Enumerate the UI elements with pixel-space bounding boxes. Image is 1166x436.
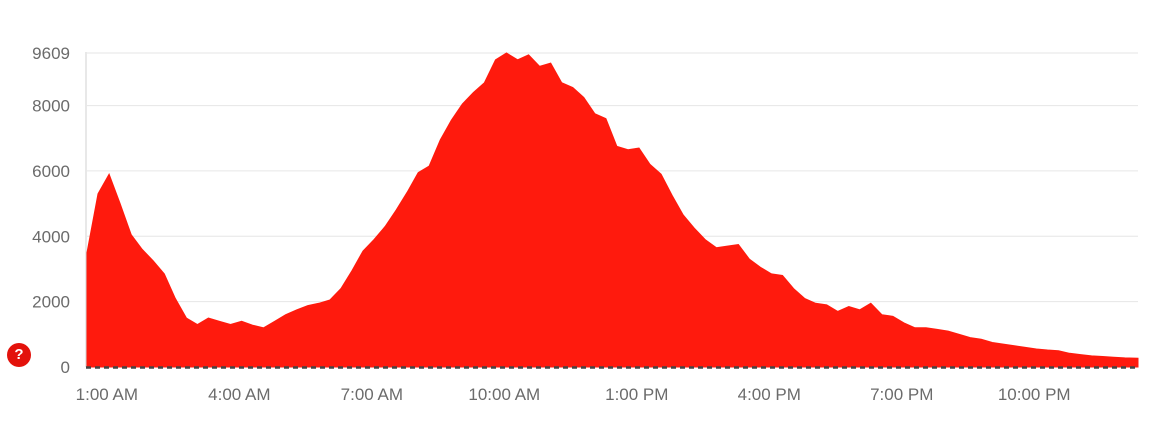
x-axis: 1:00 AM 4:00 AM 7:00 AM 10:00 AM 1:00 PM 4:00…	[76, 366, 1138, 404]
y-axis: 0 2000 4000 6000 8000 9609	[32, 44, 87, 377]
x-tick-label: 7:00 AM	[341, 385, 403, 404]
y-tick-label: 0	[61, 358, 70, 377]
y-tick-label: 9609	[32, 44, 70, 63]
plot-area	[86, 52, 1139, 368]
x-tick-label: 10:00 AM	[468, 385, 540, 404]
y-tick-label: 8000	[32, 97, 70, 116]
x-tick-label: 10:00 PM	[998, 385, 1071, 404]
x-tick-label: 4:00 AM	[208, 385, 270, 404]
help-icon[interactable]: ?	[7, 343, 31, 367]
y-tick-label: 4000	[32, 227, 70, 246]
x-tick-label: 7:00 PM	[870, 385, 933, 404]
x-tick-label: 4:00 PM	[738, 385, 801, 404]
y-tick-label: 6000	[32, 162, 70, 181]
x-tick-label: 1:00 AM	[76, 385, 138, 404]
y-tick-label: 2000	[32, 293, 70, 312]
area-series	[86, 52, 1139, 368]
x-tick-label: 1:00 PM	[605, 385, 668, 404]
